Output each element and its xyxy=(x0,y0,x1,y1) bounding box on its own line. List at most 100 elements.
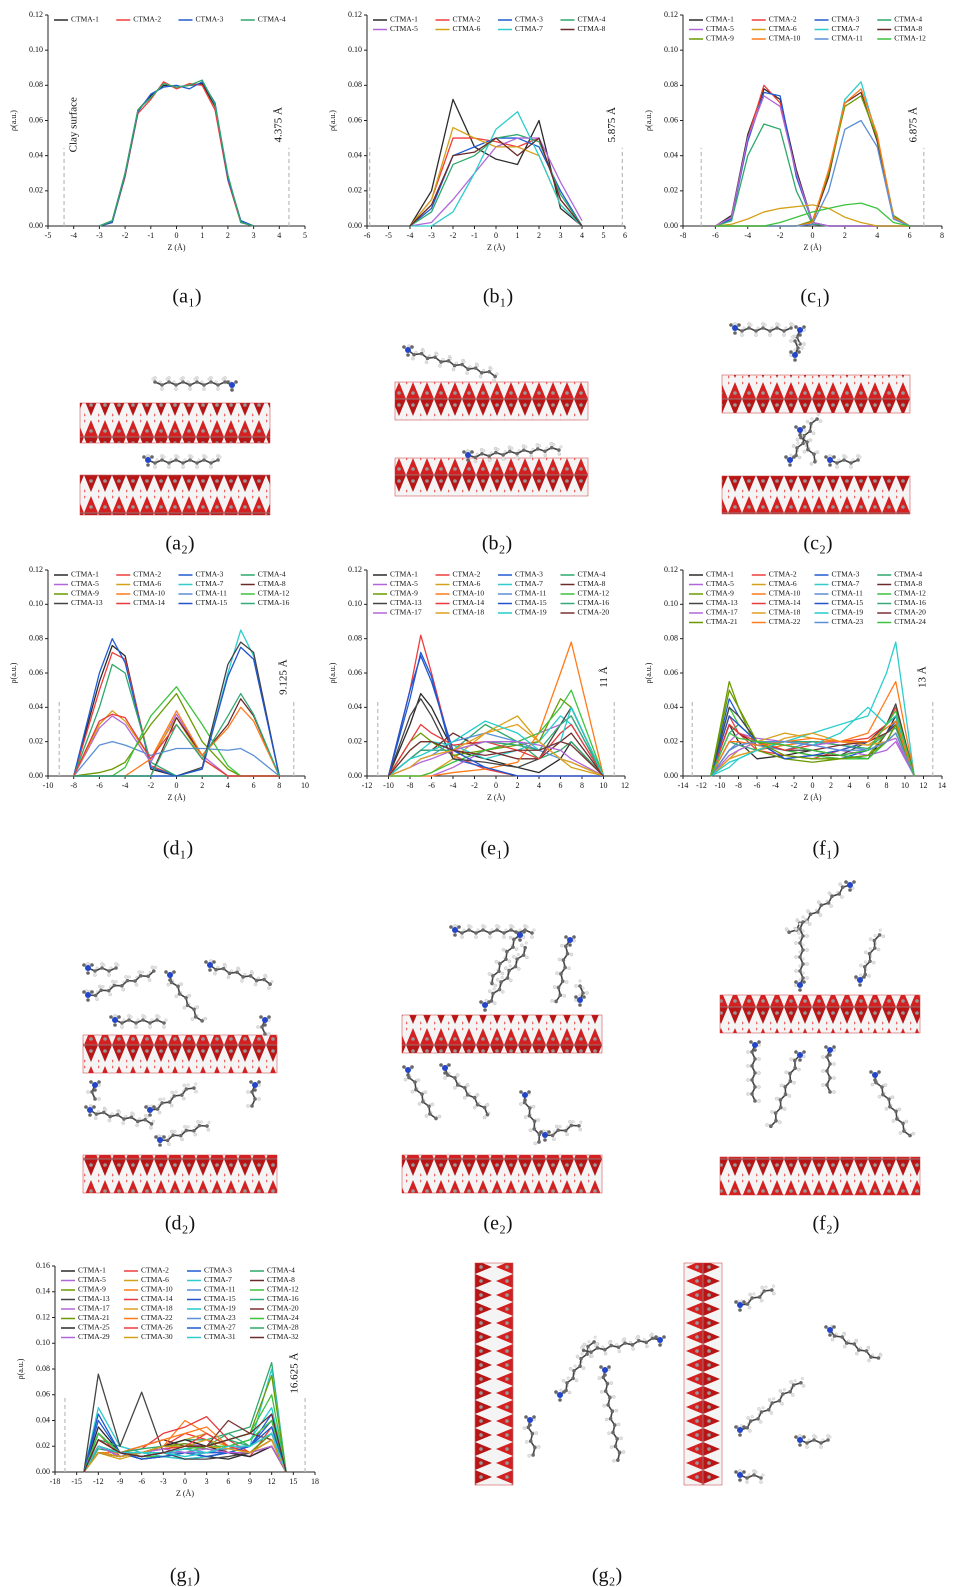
carbon xyxy=(515,451,519,456)
y-tick-label: 0.12 xyxy=(348,565,362,574)
data-line xyxy=(99,79,254,227)
carbon xyxy=(434,1116,438,1121)
hydrogen xyxy=(218,455,222,459)
hydrogen xyxy=(193,1132,198,1137)
hydrogen xyxy=(747,1305,752,1310)
hydrogen xyxy=(492,987,496,991)
panel-label: (d₁) xyxy=(163,838,193,860)
carbon xyxy=(757,1295,762,1299)
carbon xyxy=(787,930,791,934)
x-tick-label: 5 xyxy=(303,231,307,240)
legend-label: CTMA-18 xyxy=(769,608,801,617)
carbon xyxy=(561,958,566,962)
hydrogen xyxy=(194,1089,198,1094)
nitrogen xyxy=(85,965,91,971)
carbon xyxy=(185,1003,190,1008)
legend-label: CTMA-1 xyxy=(71,570,99,579)
nitrogen xyxy=(157,1137,163,1143)
hydrogen xyxy=(863,960,867,964)
legend-label: CTMA-7 xyxy=(515,579,543,588)
hydrogen xyxy=(101,985,105,989)
x-tick-label: 3 xyxy=(252,231,256,240)
carbon xyxy=(178,1133,183,1138)
methyl xyxy=(572,935,576,939)
hydrogen xyxy=(818,419,823,423)
hydrogen xyxy=(190,455,194,459)
hydrogen xyxy=(772,1291,776,1296)
carbon xyxy=(770,1401,774,1405)
methyl xyxy=(738,1478,742,1482)
y-axis-title: ρ(a.u.) xyxy=(644,662,653,683)
legend-label: CTMA-5 xyxy=(78,1275,106,1284)
nitrogen xyxy=(147,1107,153,1113)
carbon xyxy=(609,1343,614,1348)
methyl xyxy=(862,975,866,979)
carbon xyxy=(94,1112,99,1116)
data-line xyxy=(388,741,604,777)
hydrogen xyxy=(868,947,872,951)
carbon xyxy=(192,1129,196,1133)
hydrogen xyxy=(427,354,431,358)
carbon xyxy=(488,931,492,935)
legend-label: CTMA-5 xyxy=(706,24,734,33)
y-tick-label: 0.04 xyxy=(348,702,362,711)
carbon xyxy=(791,1383,796,1387)
hydrogen xyxy=(772,1397,776,1401)
hydrogen xyxy=(226,975,231,979)
hydrogen xyxy=(635,1336,639,1340)
hydrogen xyxy=(578,979,582,983)
methyl xyxy=(858,983,862,987)
hydrogen xyxy=(580,1346,584,1350)
data-line xyxy=(388,732,604,777)
carbon xyxy=(167,1100,172,1104)
legend-label: CTMA-6 xyxy=(769,579,797,588)
carbon xyxy=(172,1094,177,1098)
y-axis-title: ρ(a.u.) xyxy=(328,110,337,131)
x-tick-label: -2 xyxy=(777,231,784,240)
legend-label: CTMA-20 xyxy=(894,608,926,617)
legend-label: CTMA-9 xyxy=(71,589,99,598)
carbon xyxy=(174,458,178,462)
hydrogen xyxy=(468,365,472,369)
hydrogen xyxy=(580,1352,584,1356)
y-tick-label: 0.06 xyxy=(664,115,678,124)
hydrogen xyxy=(568,1366,573,1371)
x-tick-label: 0 xyxy=(175,781,179,790)
carbon xyxy=(798,955,802,959)
x-tick-label: 1 xyxy=(200,231,204,240)
carbon xyxy=(819,1441,823,1445)
y-axis-title: ρ(a.u.) xyxy=(9,110,18,131)
carbon xyxy=(589,1350,593,1354)
methyl xyxy=(524,1415,528,1419)
carbon xyxy=(608,1395,612,1400)
carbon xyxy=(832,1334,837,1338)
carbon xyxy=(149,1122,154,1126)
methyl xyxy=(737,323,741,327)
carbon-chain xyxy=(523,1094,541,1143)
x-tick-label: -6 xyxy=(364,231,371,240)
carbon xyxy=(262,977,266,982)
carbon xyxy=(750,1050,754,1054)
hydrogen xyxy=(97,1097,101,1101)
hydrogen xyxy=(782,1107,787,1111)
hydrogen xyxy=(476,364,480,368)
methyl xyxy=(162,1135,166,1139)
legend-label: CTMA-6 xyxy=(453,24,481,33)
methyl xyxy=(82,963,86,967)
carbon xyxy=(171,1133,175,1138)
hydrogen xyxy=(898,1131,903,1135)
x-tick-label: 2 xyxy=(829,781,833,790)
hydrogen xyxy=(552,443,556,447)
carbon xyxy=(505,976,510,980)
nitrogen xyxy=(792,352,798,358)
hydrogen xyxy=(508,964,512,968)
hydrogen xyxy=(593,1343,597,1347)
hydrogen xyxy=(460,935,464,939)
carbon xyxy=(107,969,111,973)
x-tick-label: -2 xyxy=(147,781,154,790)
carbon xyxy=(192,1007,196,1012)
x-tick-label: 8 xyxy=(277,781,281,790)
hydrogen xyxy=(830,1337,835,1342)
methyl xyxy=(582,995,586,999)
legend-label: CTMA-19 xyxy=(515,608,547,617)
